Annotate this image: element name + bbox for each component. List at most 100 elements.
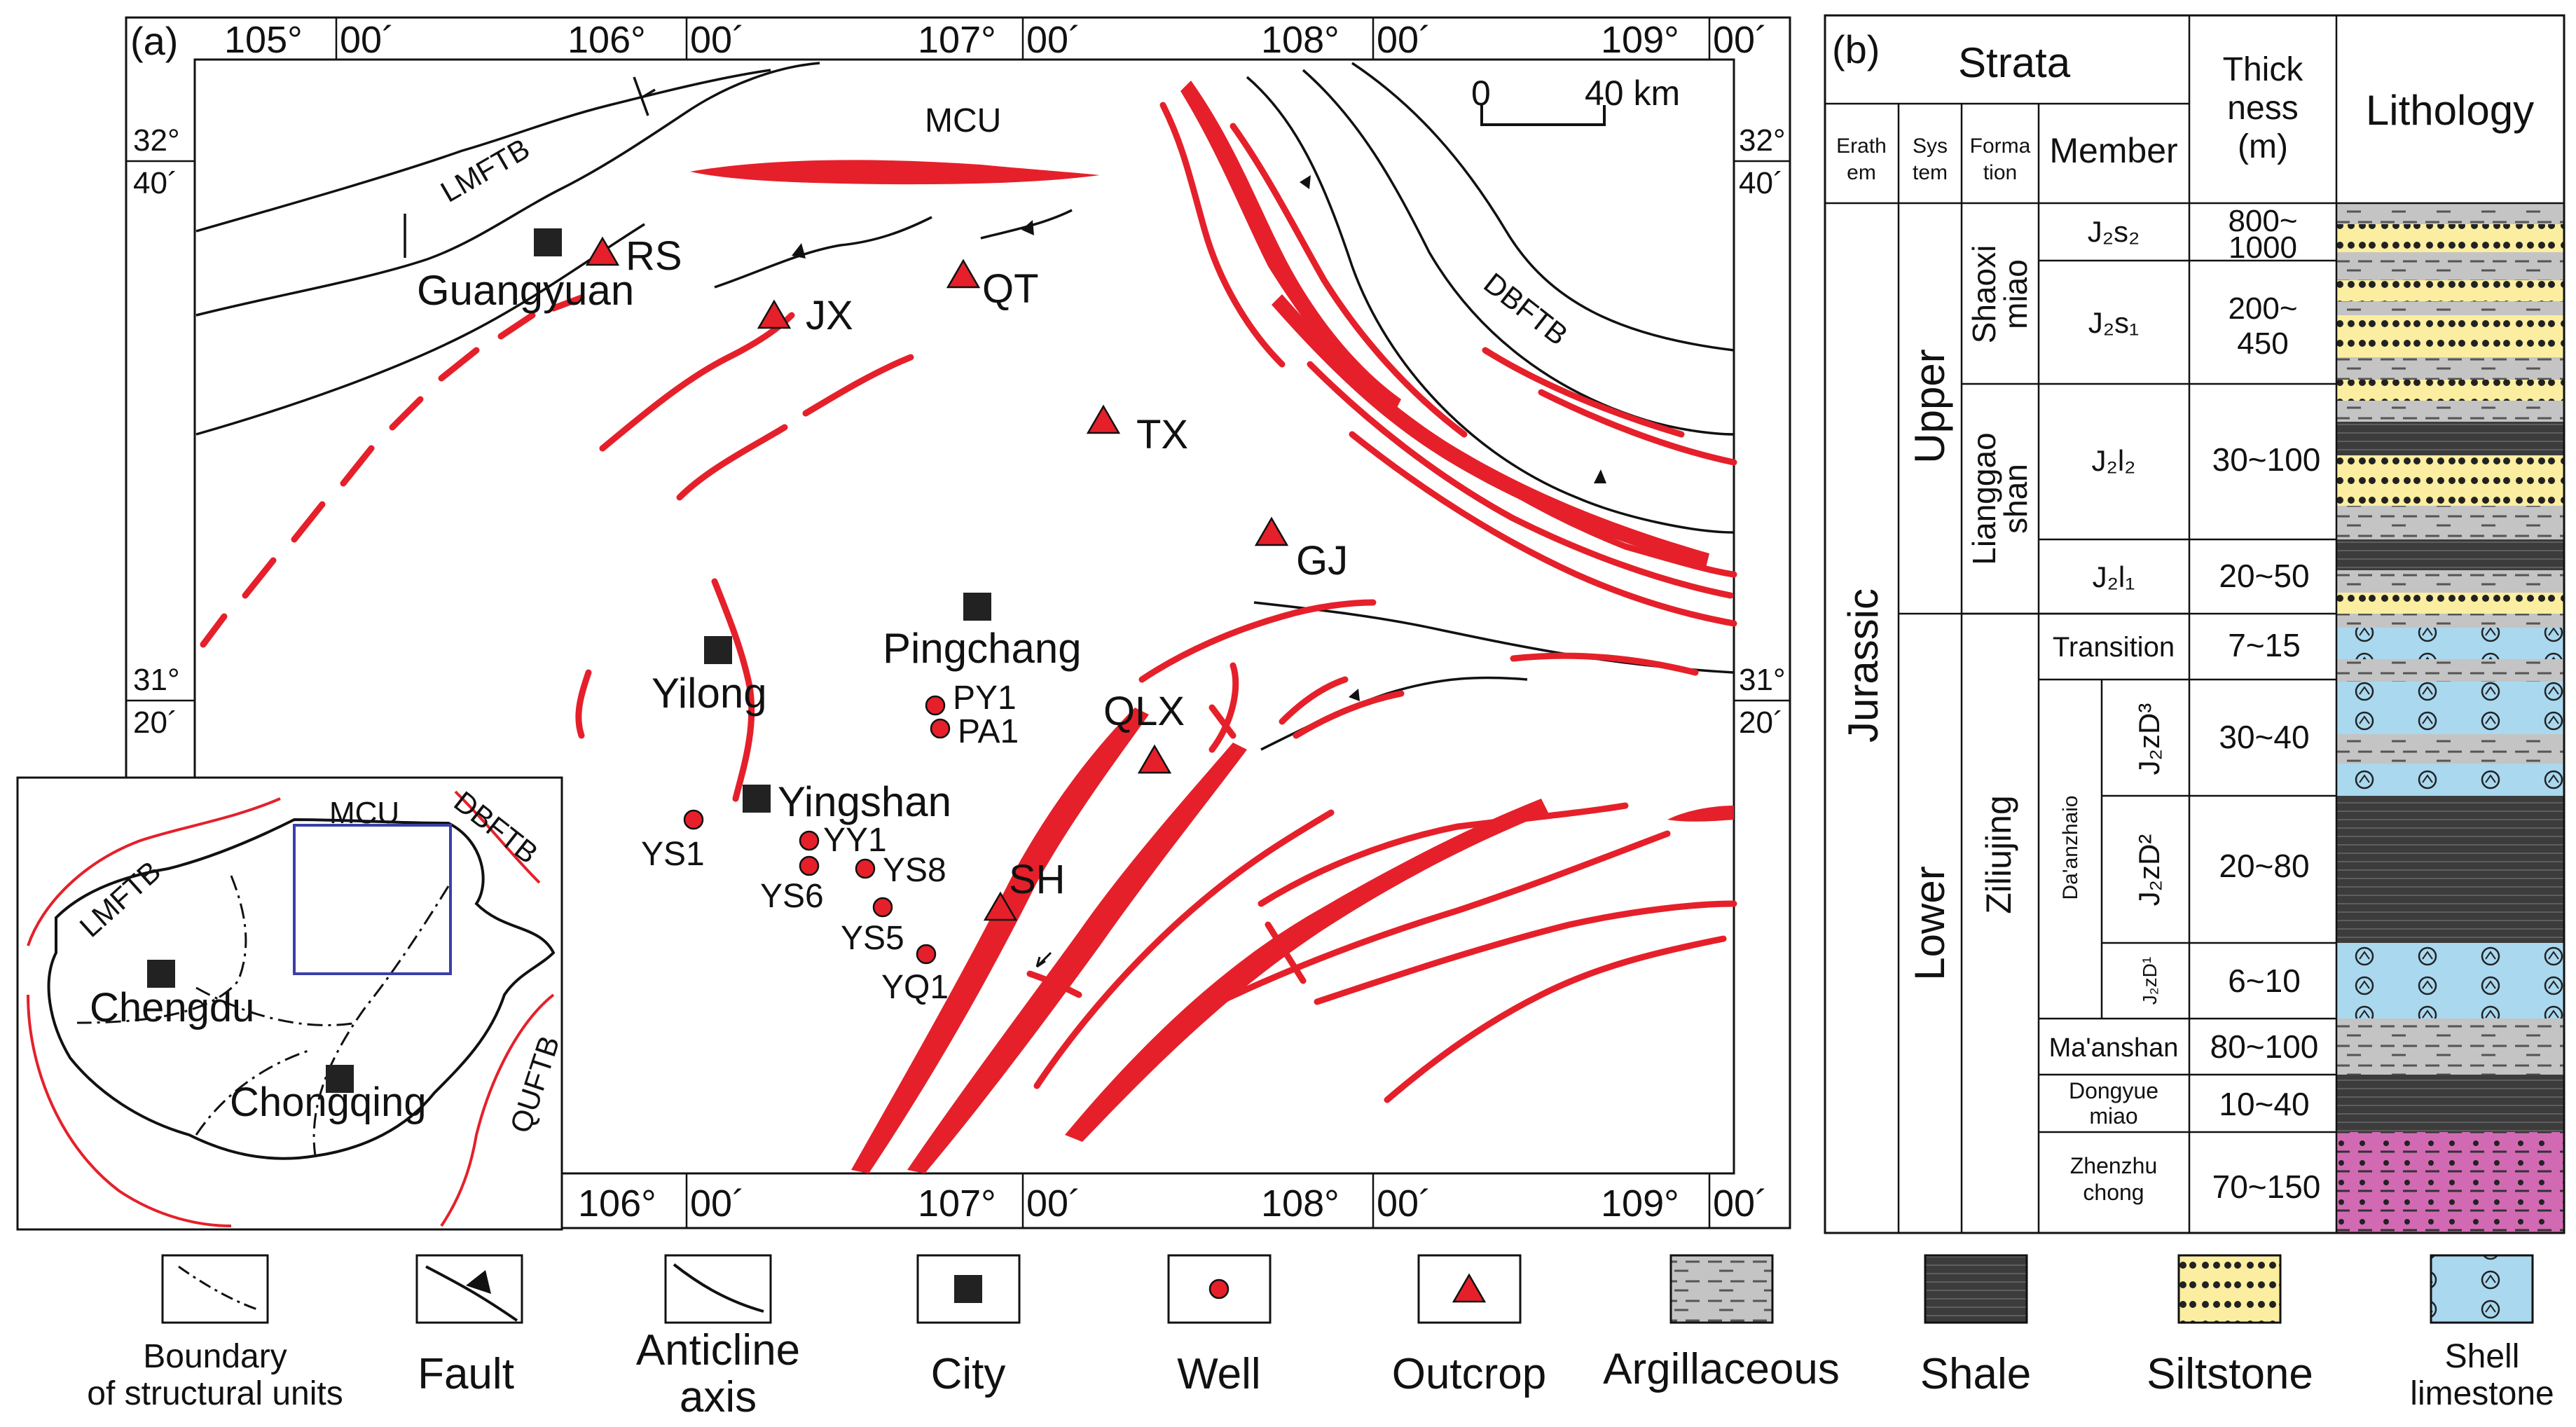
lon-label: 00´	[1377, 19, 1431, 61]
lon-label: 106°	[567, 19, 646, 61]
well-label: YQ1	[881, 969, 949, 1006]
legend-anticline-icon	[664, 1254, 772, 1324]
legend-label: Shale	[1920, 1350, 2032, 1398]
city-square-icon	[534, 228, 562, 256]
legend-label: Fault	[418, 1350, 514, 1398]
lon-label: 109°	[1601, 19, 1679, 61]
member-thickness: 20~50	[2219, 558, 2309, 594]
outcrop-label: QLX	[1103, 689, 1185, 734]
lon-label: 00´	[1026, 19, 1081, 61]
lon-label: 108°	[1261, 19, 1339, 61]
lon-label: 107°	[918, 19, 996, 61]
member-rows: J₂s₂ 800~ 1000 J₂s₁ 200~ 450 J₂l₂ 30~100…	[2049, 204, 2321, 1205]
member-name: Ma'anshan	[2049, 1033, 2179, 1063]
member-thickness: 200~	[2228, 291, 2297, 326]
legend-shale-icon	[1924, 1254, 2028, 1324]
outcrop-triangle-icon	[983, 891, 1018, 921]
legend-shell-limestone-icon	[2430, 1254, 2534, 1324]
well-circle-icon	[683, 809, 704, 830]
well-circle-icon	[799, 855, 820, 876]
outcrop-triangle-icon	[1086, 404, 1121, 434]
lon-label: 00´	[690, 1183, 745, 1225]
lat-label: 20´	[133, 705, 178, 740]
legend-label: axis	[680, 1373, 757, 1421]
lon-label: 00´	[690, 19, 745, 61]
panel-b-label: (b)	[1832, 27, 1880, 71]
lon-label: 00´	[1377, 1183, 1431, 1225]
outcrop-label: RS	[626, 233, 682, 279]
well-label: PY1	[953, 680, 1017, 717]
city-markers: Guangyuan Yilong Pingchang Yingshan	[417, 228, 1082, 825]
lon-label: 00´	[1713, 1183, 1768, 1225]
erathem-jurassic: Jurassic	[1840, 588, 1887, 743]
member-name: J₂l₂	[2092, 444, 2136, 477]
legend-argillaceous-icon	[1669, 1254, 1774, 1324]
lon-label: 00´	[1026, 1183, 1081, 1225]
formation-shaoximiao: Shaoxi	[1966, 245, 2002, 344]
member-thickness: 6~10	[2228, 963, 2301, 999]
region-mcu: MCU	[925, 102, 1001, 139]
member-thickness: 450	[2237, 326, 2288, 361]
outcrop-label: TX	[1136, 412, 1188, 457]
lat-label: 32°	[1739, 123, 1786, 158]
scale-zero: 0	[1471, 74, 1491, 113]
member-name: Dongyue	[2069, 1078, 2158, 1103]
well-circle-icon	[930, 718, 951, 739]
header-thickness: ness	[2227, 90, 2298, 127]
city-label: Guangyuan	[417, 267, 634, 314]
formation-shaoximiao: miao	[1997, 259, 2034, 329]
map-inner-frame	[193, 58, 1735, 1175]
city-label: Yingshan	[778, 778, 951, 825]
city-square-icon	[743, 785, 771, 813]
panel-b-column: (b) Strata Thick ness (m) Lithology Erat…	[1824, 14, 2565, 1234]
system-upper: Upper	[1906, 349, 1953, 463]
inset-city: Chongqing	[230, 1080, 427, 1125]
member-thickness: 1000	[2229, 230, 2297, 265]
inset-mcu: MCU	[329, 796, 399, 830]
legend-label: Anticline	[636, 1326, 800, 1374]
lon-label: 107°	[918, 1183, 996, 1225]
header-member: Member	[2049, 131, 2177, 170]
city-square-icon	[963, 593, 991, 621]
lon-label: 105°	[224, 19, 303, 61]
well-label: YS6	[760, 878, 824, 915]
system-lower: Lower	[1906, 866, 1953, 980]
well-circle-icon	[925, 695, 946, 716]
city-label: Pingchang	[883, 625, 1082, 672]
legend-label: Shell	[2445, 1338, 2520, 1375]
outcrop-triangle-icon	[1254, 516, 1289, 546]
outcrop-label: JX	[806, 293, 853, 338]
city-square-icon	[326, 1065, 354, 1093]
formation-lianggaoshan: Lianggao	[1966, 432, 2002, 565]
member-name: Transition	[2053, 632, 2175, 663]
member-name: miao	[2089, 1103, 2137, 1129]
member-thickness: 30~40	[2219, 719, 2309, 755]
lat-label: 32°	[133, 123, 180, 158]
legend-label: Boundary	[143, 1338, 287, 1375]
outcrop-triangle-icon	[585, 236, 620, 266]
member-daanzhaio: Da'anzhaio	[2059, 795, 2082, 899]
member-thickness: 30~100	[2212, 441, 2321, 478]
map-outer-frame	[125, 16, 1791, 1229]
lat-label: 20´	[1739, 705, 1784, 740]
header-strata: Strata	[1958, 39, 2071, 86]
well-label: YY1	[823, 822, 887, 859]
city-label: Yilong	[652, 670, 767, 717]
member-thickness: 800~	[2228, 204, 2297, 238]
well-circle-icon	[799, 830, 820, 851]
lithology-column	[2336, 203, 2564, 1233]
scale-bar: 0 40 km	[1471, 74, 1680, 126]
inset-study-area-frame	[293, 824, 452, 975]
legend-label: Well	[1177, 1350, 1260, 1398]
column-grid	[1824, 14, 2565, 1234]
outcrop-label: GJ	[1296, 538, 1348, 584]
header-formation: Forma	[1970, 135, 2031, 158]
member-name: J₂zD³	[2133, 703, 2165, 775]
lat-right-labels: 32° 40´ 31° 20´	[1734, 123, 1790, 740]
outcrop-markers: RS JX QT TX GJ QLX SH	[585, 233, 1348, 921]
region-dbftb: DBFTB	[1478, 266, 1573, 352]
legend-label: limestone	[2410, 1375, 2554, 1412]
member-name: Zhenzhu	[2070, 1153, 2158, 1178]
header-thickness: Thick	[2223, 51, 2304, 88]
well-circle-icon	[855, 858, 876, 879]
